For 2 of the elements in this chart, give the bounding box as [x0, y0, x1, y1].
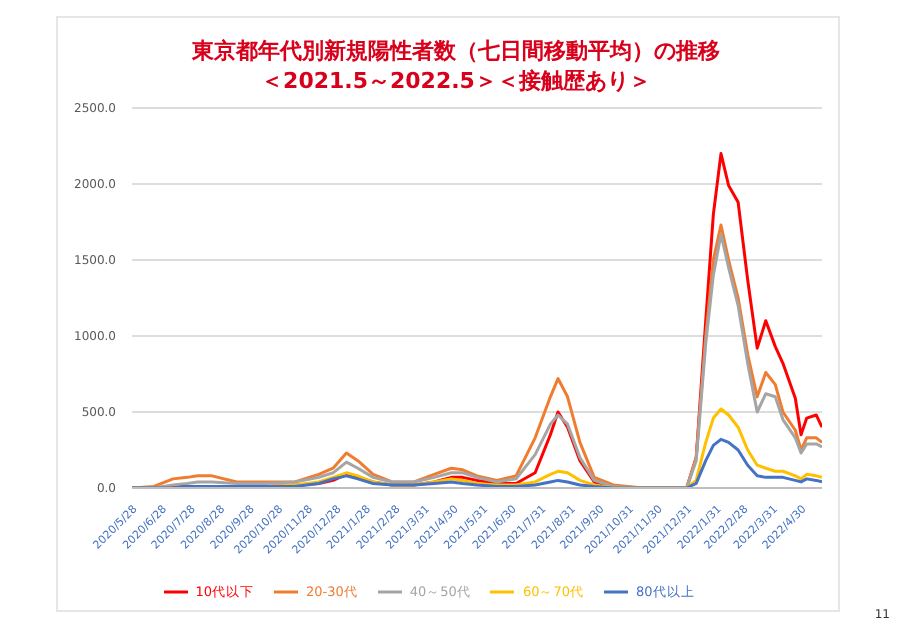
chart-subtitle: ＜2021.5～2022.5＞＜接触歴あり＞ [259, 66, 653, 96]
chart-title: 東京都年代別新規陽性者数（七日間移動平均）の推移 [190, 36, 722, 66]
